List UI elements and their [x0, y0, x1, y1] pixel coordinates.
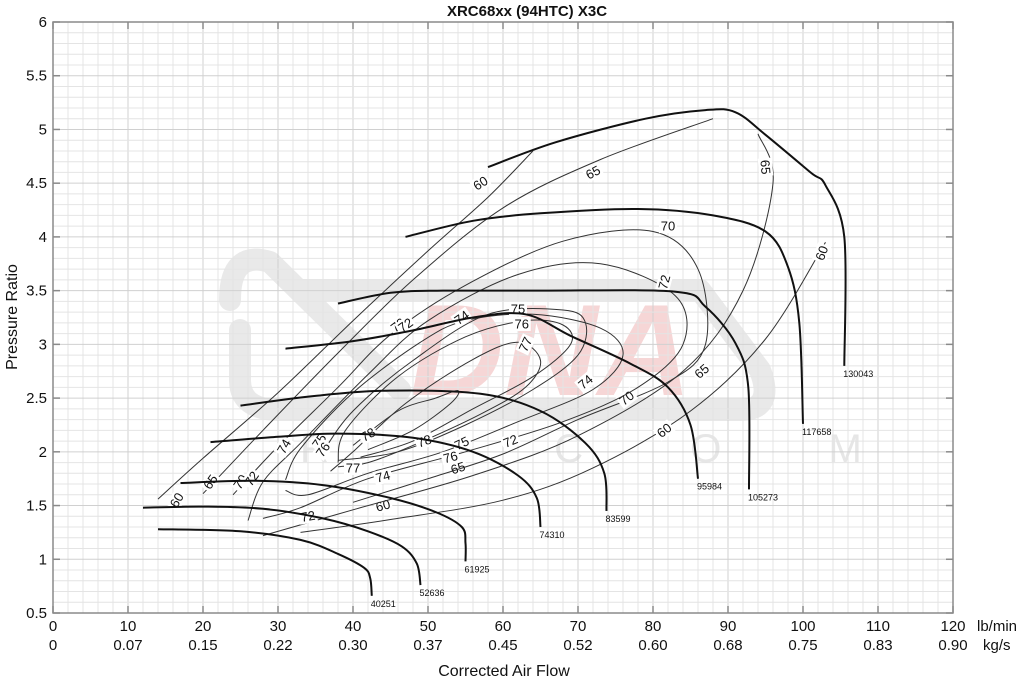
efficiency-label: 72	[655, 273, 673, 291]
speed-line-74310: 74310	[210, 432, 565, 540]
y-tick-label: 1	[39, 551, 47, 568]
x-tick-label-secondary: 0.22	[263, 637, 292, 654]
y-tick-label: 1.5	[26, 498, 47, 515]
speed-line-label: 61925	[465, 564, 490, 574]
x-tick-label-secondary: 0.07	[113, 637, 142, 654]
y-tick-label: 0.5	[26, 605, 47, 622]
speed-line-label: 52636	[420, 588, 445, 598]
speed-line-label: 95984	[697, 482, 722, 492]
y-tick-label: 3	[39, 336, 47, 353]
x-tick-label: 60	[495, 618, 512, 635]
efficiency-label: 75	[452, 433, 471, 453]
x-tick-label-secondary: 0.45	[488, 637, 517, 654]
x-tick-label-secondary: 0	[49, 637, 57, 654]
x-tick-label-secondary: 0.75	[788, 637, 817, 654]
y-tick-label: 5	[39, 121, 47, 138]
y-tick-label: 3.5	[26, 283, 47, 300]
efficiency-label: 60	[812, 244, 831, 263]
efficiency-label: 77	[516, 335, 536, 354]
chart-title: XRC68xx (94HTC) X3C	[446, 3, 608, 20]
x-tick-label-secondary: 0.30	[338, 637, 367, 654]
efficiency-label: 60	[167, 490, 187, 510]
efficiency-label: 60	[374, 496, 392, 514]
efficiency-island-76: 76 76 76	[312, 316, 573, 466]
speed-line-105273: 105273	[337, 289, 778, 502]
speed-line-label: 130043	[843, 369, 873, 379]
speed-line-95984: 95984	[285, 312, 722, 492]
x-tick-label: 100	[790, 618, 815, 635]
speed-line-label: 117658	[802, 427, 831, 437]
speed-line-label: 83599	[606, 514, 631, 524]
speed-line-117658: 117658	[405, 207, 831, 437]
speed-line-label: 40251	[371, 599, 396, 609]
watermark-text: DNA	[410, 277, 692, 423]
efficiency-label: 65	[757, 159, 773, 175]
speed-line-40251: 40251	[157, 528, 396, 609]
speed-line-61925: 61925	[180, 479, 490, 574]
efficiency-islands: 6060606060656565656570707070707272727272…	[157, 118, 832, 537]
efficiency-label: 76	[515, 316, 529, 331]
x-tick-label-secondary: 0.37	[413, 637, 442, 654]
x-tick-label: 80	[645, 618, 662, 635]
watermark-frame	[219, 248, 776, 421]
x-tick-label: 50	[420, 618, 437, 635]
x-tick-label-secondary: 0.90	[938, 637, 967, 654]
y-axis-title: Pressure Ratio	[4, 264, 21, 370]
efficiency-label: 76	[313, 439, 334, 459]
x-tick-label: 110	[866, 618, 890, 635]
y-tick-label: 4.5	[26, 175, 47, 192]
speed-line-label: 74310	[540, 530, 565, 540]
efficiency-label: 72	[501, 431, 520, 450]
x-tick-label-secondary: 0.68	[713, 637, 742, 654]
y-tick-label: 5.5	[26, 68, 47, 85]
x-tick-label: 20	[195, 618, 212, 635]
axes: 0 0 10 0.07 20 0.15 30 0.22 40 0.30 50 0.37 60 0.45 70…	[4, 14, 1017, 680]
efficiency-label: 60	[470, 173, 490, 193]
y-tick-label: 2.5	[26, 390, 47, 407]
x-tick-label: 10	[120, 618, 137, 635]
x-tick-label-secondary: 0.60	[638, 637, 667, 654]
y-tick-label: 4	[39, 229, 47, 246]
x-tick-label: 120	[940, 618, 965, 635]
x-tick-label-secondary: 0.52	[563, 637, 592, 654]
efficiency-label: 72	[241, 468, 262, 488]
x-unit-primary: lb/min	[977, 618, 1017, 635]
speed-line-52636: 52636	[142, 505, 445, 598]
x-tick-label: 0	[49, 618, 57, 635]
x-tick-label: 90	[720, 618, 737, 635]
x-tick-label: 70	[570, 618, 587, 635]
x-tick-label-secondary: 0.83	[863, 637, 892, 654]
efficiency-island-77: 77 77	[330, 333, 542, 475]
x-tick-label-secondary: 0.15	[188, 637, 217, 654]
efficiency-label: 74	[452, 307, 472, 328]
x-tick-label: 30	[270, 618, 287, 635]
x-axis-title: Corrected Air Flow	[438, 663, 570, 680]
efficiency-island-78: 78 78	[352, 390, 460, 451]
efficiency-label: 76	[442, 448, 460, 466]
x-tick-label: 40	[345, 618, 362, 635]
speed-line-83599: 83599	[240, 389, 631, 524]
efficiency-label: 65	[583, 162, 603, 182]
efficiency-label: 74	[374, 467, 392, 485]
grid	[52, 21, 954, 614]
speed-line-130043: 130043	[487, 108, 873, 379]
efficiency-label: 70	[661, 219, 675, 234]
efficiency-label: 74	[274, 436, 294, 456]
y-tick-label: 6	[39, 14, 47, 31]
x-unit-secondary: kg/s	[983, 637, 1011, 654]
speed-line-label: 105273	[748, 492, 778, 502]
y-tick-label: 2	[39, 444, 47, 461]
efficiency-label: 78	[415, 432, 434, 451]
speed-lines: 40251 52636 61925 74310 83599 95984 105273 1176…	[142, 108, 873, 609]
efficiency-label: 77	[346, 460, 360, 475]
